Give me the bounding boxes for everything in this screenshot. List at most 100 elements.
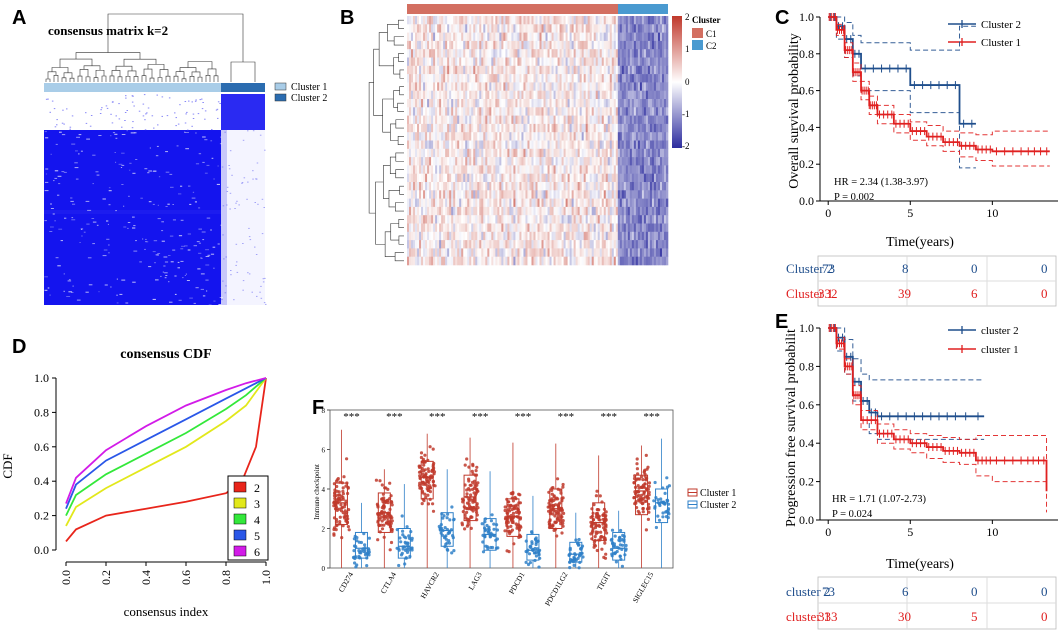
- f-data-point: [428, 497, 432, 501]
- c-y-axis-label: Overall survival probability: [787, 33, 802, 189]
- f-data-point: [398, 536, 402, 540]
- f-data-point: [614, 560, 619, 564]
- f-data-point: [469, 526, 473, 531]
- cluster-dendrogram: [45, 13, 256, 82]
- f-data-point: [534, 542, 538, 547]
- f-data-point: [445, 516, 449, 520]
- f-data-point: [465, 501, 470, 505]
- f-data-point: [470, 469, 474, 473]
- panel-label-f: F: [312, 397, 324, 419]
- f-data-point: [424, 495, 428, 499]
- f-data-point: [509, 530, 513, 534]
- f-data-point: [647, 481, 652, 485]
- f-data-point: [381, 499, 385, 504]
- f-data-point: [346, 525, 350, 529]
- f-data-point: [602, 536, 606, 540]
- e-risk-row-label-2: cluster 2: [786, 584, 830, 599]
- legend-label-cluster-1: Cluster 1: [291, 82, 327, 93]
- cdf-curve-k6: [65, 377, 267, 504]
- f-data-point: [635, 467, 640, 471]
- f-data-point: [556, 477, 560, 481]
- f-data-point: [343, 509, 347, 513]
- f-data-point: [642, 491, 646, 495]
- y-tick-label: 6: [322, 447, 326, 455]
- f-data-point: [519, 535, 523, 539]
- f-data-point: [472, 498, 476, 502]
- panel-label-c: C: [775, 7, 789, 29]
- f-data-point: [550, 497, 554, 501]
- f-data-point: [334, 528, 338, 532]
- f-category-label: PDCD1LG2: [543, 570, 570, 607]
- f-data-point: [639, 496, 643, 500]
- f-data-point: [386, 498, 390, 502]
- f-data-point: [401, 547, 405, 551]
- f-data-point: [637, 511, 641, 515]
- f-data-point: [561, 485, 565, 489]
- f-data-point: [407, 534, 411, 538]
- e-hazard-ratio: HR = 1.71 (1.07-2.73): [832, 494, 927, 505]
- scale-tick-2: 2: [685, 12, 690, 22]
- survival-curve: [828, 16, 976, 125]
- f-data-point: [602, 555, 606, 560]
- f-data-point: [447, 541, 452, 545]
- f-data-point: [374, 478, 378, 482]
- f-data-point: [471, 509, 475, 513]
- f-data-point: [592, 503, 596, 507]
- legend-swatch-cluster-2: [274, 93, 287, 102]
- f-data-point: [635, 494, 639, 499]
- y-tick-label: 1.0: [34, 371, 49, 385]
- f-data-point: [509, 524, 513, 529]
- f-data-point: [492, 527, 496, 531]
- f-data-point: [335, 489, 339, 493]
- f-data-point: [598, 518, 602, 522]
- f-data-point: [556, 497, 560, 501]
- f-data-point: [641, 501, 645, 505]
- f-data-point: [572, 563, 576, 568]
- f-data-point: [426, 488, 430, 493]
- e-risk-cell: 30: [898, 609, 911, 624]
- f-data-point: [432, 461, 436, 465]
- f-data-point: [637, 486, 641, 490]
- f-data-point: [431, 502, 435, 506]
- f-data-point: [471, 472, 475, 476]
- x-tick-label: 1.0: [259, 570, 273, 585]
- f-category-label: PDCD1: [507, 570, 527, 595]
- c-x-axis-label: Time(years): [886, 235, 954, 250]
- c-risk-table: Cluster 2 Cluster 1 73 8 0 0 332 39 6 0: [786, 255, 1057, 307]
- cdf-curve-k4: [65, 377, 267, 516]
- f-data-point: [594, 524, 598, 528]
- f-data-point: [341, 489, 345, 493]
- f-data-point: [427, 469, 431, 473]
- consensus-heatmap: [44, 94, 267, 306]
- f-data-point: [463, 527, 467, 531]
- f-data-point: [511, 511, 516, 515]
- f-data-point: [337, 496, 341, 500]
- f-data-point: [422, 463, 426, 467]
- f-data-point: [526, 562, 531, 567]
- f-data-point: [647, 484, 651, 488]
- f-data-point: [465, 510, 469, 514]
- f-data-point: [410, 538, 414, 542]
- f-data-point: [524, 560, 528, 565]
- f-data-point: [576, 556, 580, 561]
- c-legend: Cluster 2 Cluster 1: [948, 19, 1021, 49]
- f-data-point: [380, 519, 384, 523]
- f-data-point: [568, 566, 572, 570]
- f-data-point: [421, 457, 425, 461]
- f-category-label: HAVCR2: [419, 570, 441, 600]
- x-tick-label: 5: [907, 525, 913, 539]
- f-data-point: [550, 492, 554, 496]
- e-risk-cell: 6: [902, 584, 909, 599]
- y-tick-label: 0: [322, 565, 326, 573]
- f-data-point: [561, 482, 565, 487]
- f-data-point: [390, 503, 394, 507]
- f-data-point: [613, 534, 617, 538]
- f-category-label: CTLA4: [379, 570, 399, 595]
- c-risk-cell: 0: [1041, 261, 1048, 276]
- f-data-point: [535, 547, 540, 551]
- panel-c: C Overall survival probability Time(year…: [775, 7, 1058, 307]
- f-data-point: [431, 509, 436, 513]
- f-data-point: [431, 447, 435, 451]
- c-risk-cell: 332: [818, 286, 838, 301]
- f-significance-mark: ***: [515, 411, 532, 423]
